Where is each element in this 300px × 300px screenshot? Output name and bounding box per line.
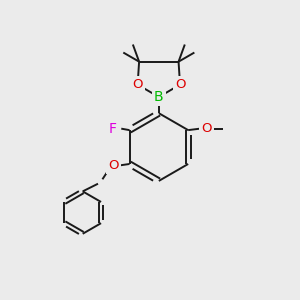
Text: F: F [108,122,116,136]
Text: O: O [201,122,212,135]
Text: O: O [132,78,143,91]
Text: O: O [108,159,119,172]
Text: O: O [175,78,185,91]
Text: B: B [154,90,164,104]
